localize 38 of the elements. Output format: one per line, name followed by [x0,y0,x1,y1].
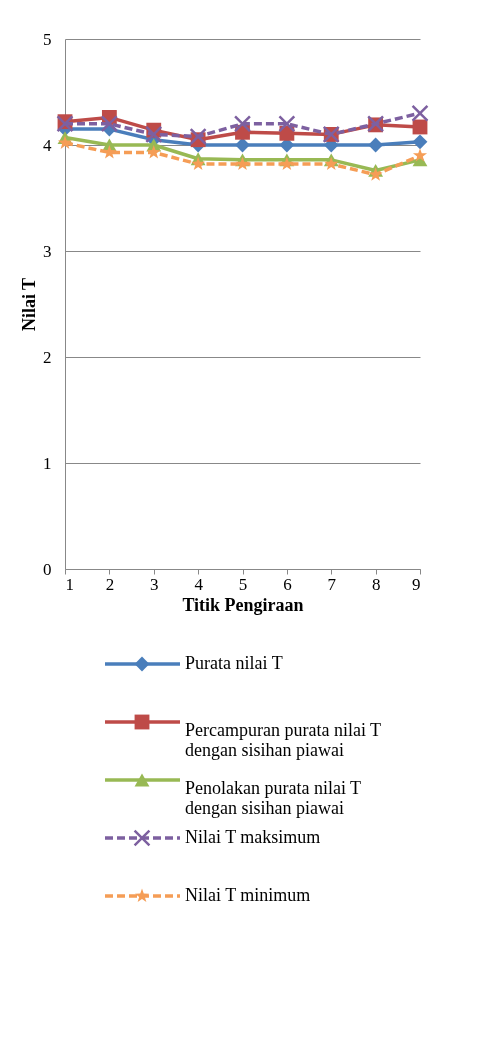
point [278,115,296,133]
point [146,145,161,159]
legend-label: Percampuran purata nilai T dengan sisihan piawai [185,720,382,760]
x-axis-title: Titik Pengiraan [182,594,304,615]
point [145,125,163,144]
y-tick-label: 0 [43,559,52,579]
legend-label: Penolakan purata nilai T dengan sisihan piawai [185,778,362,818]
point [189,127,207,146]
point [279,156,294,171]
y-tick-label: 1 [43,453,52,473]
x-tick-label: 3 [150,574,159,594]
x-tick-label: 9 [412,574,421,594]
point [100,115,119,133]
legend-label: Purata nilai T [185,653,283,673]
point [412,134,428,150]
legend-label: Nilai T minimum [185,885,311,905]
point [412,148,428,162]
x-tick-label: 2 [105,574,115,594]
point [191,156,206,171]
point [324,156,339,171]
y-tick-label: 3 [43,241,52,261]
x-tick-label: 6 [283,574,292,594]
legend-label: Nilai T maksimum [185,827,321,847]
x-tick-label: 5 [238,574,248,594]
x-tick-label: 8 [371,574,381,594]
x-tick-label: 4 [194,574,204,594]
x-tick-label: 7 [327,574,337,594]
y-tick-label: 2 [43,347,52,367]
x-tick-label: 1 [65,574,74,594]
point [411,104,429,122]
y-axis-title: Nilai T [19,277,39,332]
point [233,115,252,133]
point [57,135,73,149]
point [368,137,384,153]
point [235,156,250,171]
y-tick-label: 5 [43,29,52,49]
y-tick-label: 4 [43,135,52,155]
point [368,167,383,181]
